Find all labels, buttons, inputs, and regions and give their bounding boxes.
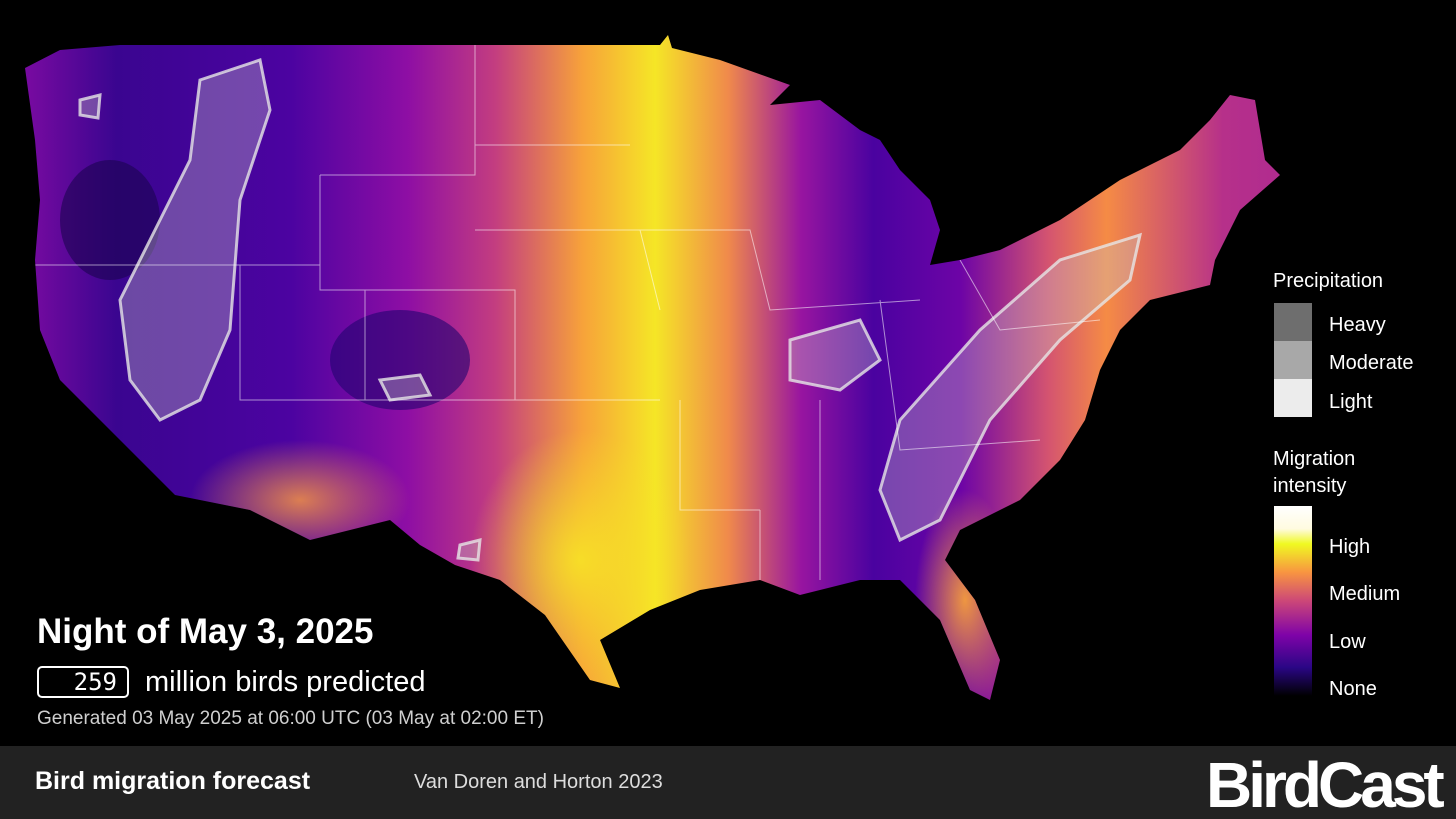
heat-blob <box>470 430 690 690</box>
product-name: Bird migration forecast <box>35 767 311 795</box>
precip-area <box>456 538 482 562</box>
legend-swatch <box>1274 341 1312 379</box>
precip-area <box>377 373 433 402</box>
bird-count: 259 <box>37 666 129 698</box>
legend-label: Moderate <box>1329 352 1414 374</box>
legend-label: Light <box>1329 391 1373 413</box>
heat-blob <box>60 160 160 280</box>
legend-title: Precipitation <box>1273 270 1384 292</box>
forecast-title: Night of May 3, 2025 <box>37 612 374 651</box>
footer <box>0 746 1456 819</box>
precip-area <box>118 58 272 422</box>
legend-label: Medium <box>1329 583 1401 605</box>
legend-title: Migration intensity <box>1273 448 1356 497</box>
precip-area <box>788 318 882 392</box>
legend-label: Low <box>1329 631 1366 653</box>
bird-count-text: million birds predicted <box>145 666 426 698</box>
intensity-color-bar <box>1274 506 1312 696</box>
precipitation-legend <box>1274 303 1312 417</box>
legend-swatch <box>1274 379 1312 417</box>
state-borders <box>30 45 1101 580</box>
legend-label: Heavy <box>1329 314 1386 336</box>
heat-blob <box>190 440 410 560</box>
legend-swatch <box>1274 303 1312 341</box>
precip-area <box>878 232 1143 543</box>
logo: BirdCast <box>1206 749 1445 819</box>
precipitation-areas <box>78 58 1143 562</box>
credit: Van Doren and Horton 2023 <box>414 771 663 793</box>
legend-label: High <box>1329 536 1371 558</box>
legend-label: None <box>1329 678 1377 700</box>
precip-area <box>78 93 102 120</box>
generated-time: Generated 03 May 2025 at 06:00 UTC (03 M… <box>37 708 544 729</box>
